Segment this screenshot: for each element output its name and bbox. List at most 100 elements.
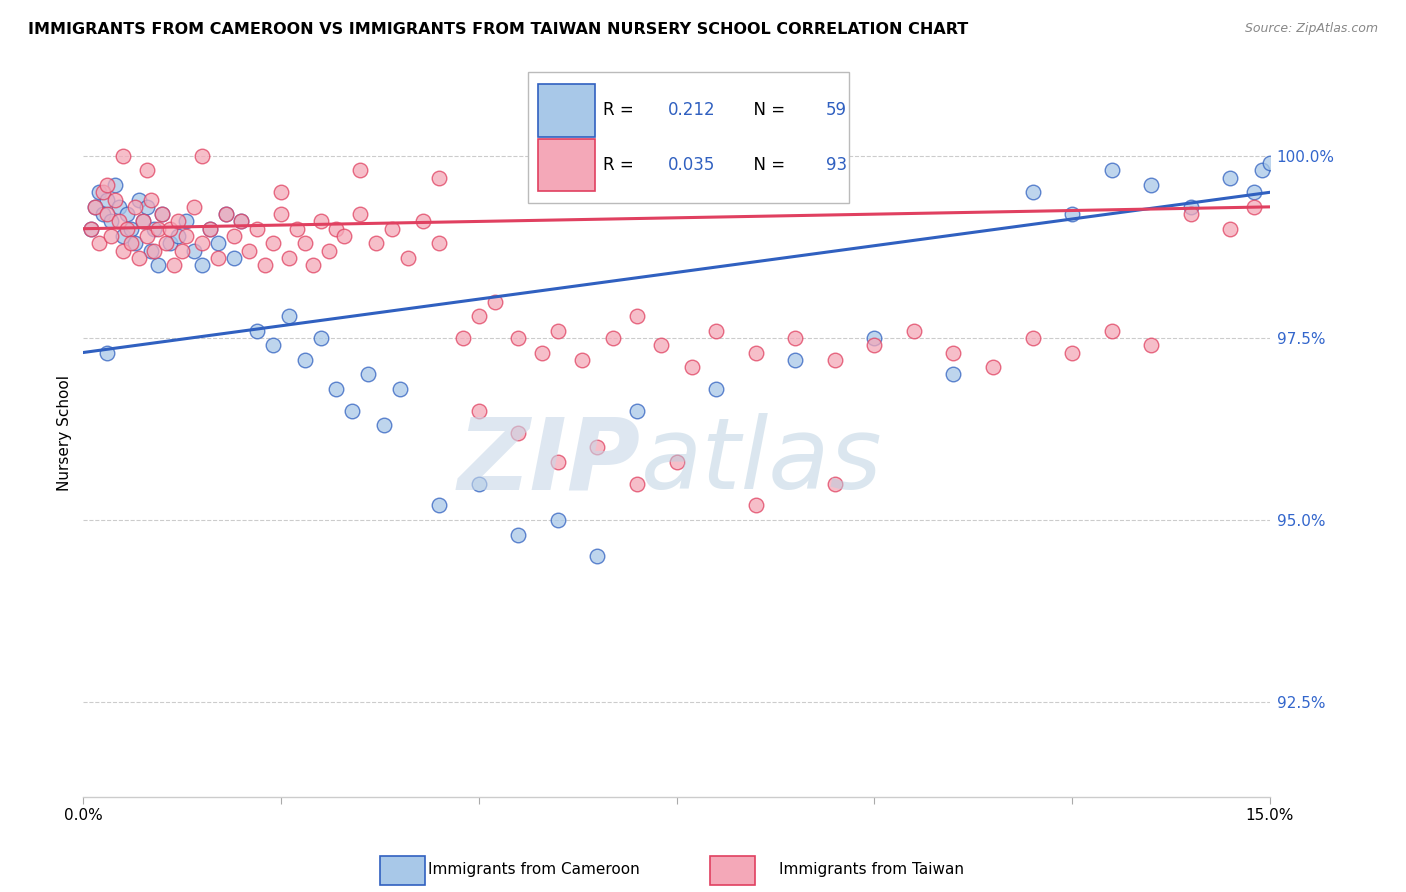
Point <box>309 214 332 228</box>
Point <box>120 221 142 235</box>
Point <box>191 258 214 272</box>
Point <box>508 331 530 345</box>
Point <box>139 244 162 258</box>
Point <box>381 221 404 235</box>
Point <box>215 207 238 221</box>
Point <box>1219 221 1241 235</box>
Point <box>364 236 387 251</box>
Point <box>396 251 419 265</box>
Point <box>704 382 727 396</box>
Point <box>128 193 150 207</box>
Point <box>1101 324 1123 338</box>
Point <box>388 382 411 396</box>
Point <box>254 258 277 272</box>
Point <box>183 244 205 258</box>
Point <box>325 382 347 396</box>
Point <box>150 207 173 221</box>
Point <box>80 221 103 235</box>
Point <box>96 345 118 359</box>
Point <box>294 236 316 251</box>
Point <box>468 476 491 491</box>
Point <box>665 455 688 469</box>
Point <box>104 193 127 207</box>
Point <box>159 236 181 251</box>
Point <box>124 236 146 251</box>
Point <box>143 221 166 235</box>
Point <box>115 221 138 235</box>
Point <box>163 258 186 272</box>
Point <box>222 251 245 265</box>
Point <box>863 338 886 352</box>
Point <box>100 229 122 244</box>
Point <box>111 149 134 163</box>
Point <box>191 149 214 163</box>
Point <box>468 403 491 417</box>
Point <box>167 229 190 244</box>
Point <box>427 170 450 185</box>
Point <box>824 352 846 367</box>
Point <box>172 244 194 258</box>
Point <box>111 229 134 244</box>
Point <box>96 178 118 192</box>
Text: Immigrants from Taiwan: Immigrants from Taiwan <box>779 863 965 877</box>
Point <box>174 214 197 228</box>
Point <box>571 352 593 367</box>
Point <box>1060 345 1083 359</box>
Point <box>167 214 190 228</box>
FancyBboxPatch shape <box>537 84 595 136</box>
Text: N =: N = <box>742 156 790 174</box>
Point <box>128 251 150 265</box>
Point <box>785 331 807 345</box>
Point <box>270 207 292 221</box>
Point <box>981 360 1004 375</box>
Point <box>357 368 380 382</box>
Point <box>942 345 965 359</box>
Point <box>207 251 229 265</box>
Point <box>547 324 569 338</box>
Point <box>602 331 624 345</box>
Point <box>148 221 170 235</box>
Point <box>183 200 205 214</box>
Point <box>246 324 269 338</box>
Point <box>96 193 118 207</box>
Point <box>150 207 173 221</box>
Point <box>139 193 162 207</box>
Point <box>325 221 347 235</box>
Text: Source: ZipAtlas.com: Source: ZipAtlas.com <box>1244 22 1378 36</box>
Point <box>1258 156 1281 170</box>
Point <box>427 236 450 251</box>
Point <box>531 345 554 359</box>
Point <box>785 352 807 367</box>
Point <box>91 186 114 200</box>
Point <box>100 214 122 228</box>
Point <box>262 338 284 352</box>
Point <box>427 499 450 513</box>
Point <box>143 244 166 258</box>
Point <box>124 200 146 214</box>
Point <box>96 207 118 221</box>
Point <box>824 476 846 491</box>
Point <box>285 221 308 235</box>
Point <box>1140 178 1163 192</box>
Point <box>222 229 245 244</box>
Point <box>744 345 766 359</box>
Point <box>1060 207 1083 221</box>
Point <box>1243 200 1265 214</box>
Text: R =: R = <box>603 102 638 120</box>
Point <box>1180 207 1202 221</box>
Point <box>91 207 114 221</box>
Point <box>349 207 371 221</box>
Point <box>120 236 142 251</box>
Point <box>508 527 530 541</box>
Point <box>333 229 356 244</box>
Point <box>1101 163 1123 178</box>
Point <box>84 200 107 214</box>
Point <box>309 331 332 345</box>
Point <box>1243 186 1265 200</box>
Point <box>148 258 170 272</box>
Point <box>278 251 301 265</box>
Point <box>484 294 506 309</box>
Point <box>174 229 197 244</box>
Point <box>586 549 609 564</box>
Point <box>111 244 134 258</box>
